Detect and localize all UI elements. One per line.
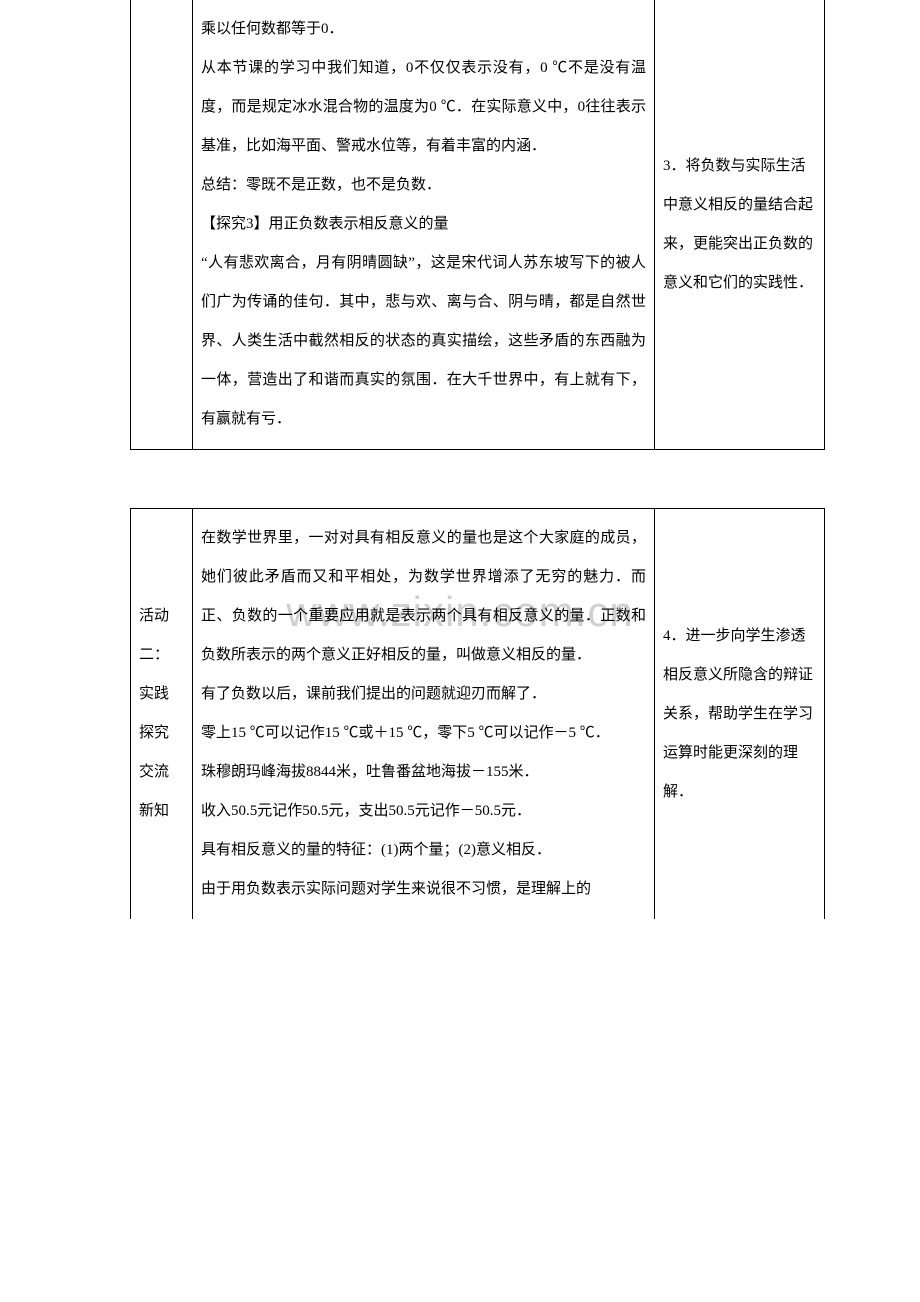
lesson-table-1: 乘以任何数都等于0． 从本节课的学习中我们知道，0不仅仅表示没有，0 ℃不是没有… <box>130 0 825 450</box>
content-para: 【探究3】用正负数表示相反意义的量 <box>201 205 646 244</box>
content-para: 总结：零既不是正数，也不是负数． <box>201 166 646 205</box>
notes-cell-1: 3．将负数与实际生活中意义相反的量结合起来，更能突出正负数的意义和它们的实践性． <box>655 0 825 450</box>
page-container: 乘以任何数都等于0． 从本节课的学习中我们知道，0不仅仅表示没有，0 ℃不是没有… <box>0 0 920 919</box>
lesson-table-2: 活动 二： 实践 探究 交流 新知 在数学世界里，一对对具有相反意义的量也是这个… <box>130 508 825 919</box>
label-line: 活动 <box>139 597 184 636</box>
label-line: 新知 <box>139 792 184 831</box>
label-line: 探究 <box>139 714 184 753</box>
label-cell-2: 活动 二： 实践 探究 交流 新知 <box>131 509 193 920</box>
content-para: 零上15 ℃可以记作15 ℃或＋15 ℃，零下5 ℃可以记作－5 ℃． <box>201 714 646 753</box>
notes-para: 3．将负数与实际生活中意义相反的量结合起来，更能突出正负数的意义和它们的实践性． <box>663 147 816 303</box>
table-gap <box>130 450 825 508</box>
content-para: 从本节课的学习中我们知道，0不仅仅表示没有，0 ℃不是没有温度，而是规定冰水混合… <box>201 49 646 166</box>
label-cell-1 <box>131 0 193 450</box>
table-row: 乘以任何数都等于0． 从本节课的学习中我们知道，0不仅仅表示没有，0 ℃不是没有… <box>131 0 825 450</box>
content-para: 在数学世界里，一对对具有相反意义的量也是这个大家庭的成员，她们彼此矛盾而又和平相… <box>201 519 646 675</box>
content-para: “人有悲欢离合，月有阴晴圆缺”，这是宋代词人苏东坡写下的被人们广为传诵的佳句．其… <box>201 244 646 439</box>
content-para: 收入50.5元记作50.5元，支出50.5元记作－50.5元． <box>201 792 646 831</box>
content-para: 珠穆朗玛峰海拔8844米，吐鲁番盆地海拔－155米． <box>201 753 646 792</box>
label-line: 交流 <box>139 753 184 792</box>
table-row: 活动 二： 实践 探究 交流 新知 在数学世界里，一对对具有相反意义的量也是这个… <box>131 509 825 920</box>
content-para: 由于用负数表示实际问题对学生来说很不习惯，是理解上的 <box>201 870 646 909</box>
table-block-2: 活动 二： 实践 探究 交流 新知 在数学世界里，一对对具有相反意义的量也是这个… <box>130 508 825 919</box>
content-cell-2: 在数学世界里，一对对具有相反意义的量也是这个大家庭的成员，她们彼此矛盾而又和平相… <box>193 509 655 920</box>
label-line: 实践 <box>139 675 184 714</box>
notes-cell-2: 4．进一步向学生渗透相反意义所隐含的辩证关系，帮助学生在学习运算时能更深刻的理解… <box>655 509 825 920</box>
content-para: 乘以任何数都等于0． <box>201 10 646 49</box>
content-para: 具有相反意义的量的特征：(1)两个量；(2)意义相反． <box>201 831 646 870</box>
content-cell-1: 乘以任何数都等于0． 从本节课的学习中我们知道，0不仅仅表示没有，0 ℃不是没有… <box>193 0 655 450</box>
notes-para: 4．进一步向学生渗透相反意义所隐含的辩证关系，帮助学生在学习运算时能更深刻的理解… <box>663 617 816 812</box>
table-block-1: 乘以任何数都等于0． 从本节课的学习中我们知道，0不仅仅表示没有，0 ℃不是没有… <box>130 0 825 450</box>
content-para: 有了负数以后，课前我们提出的问题就迎刃而解了． <box>201 675 646 714</box>
label-line: 二： <box>139 636 184 675</box>
